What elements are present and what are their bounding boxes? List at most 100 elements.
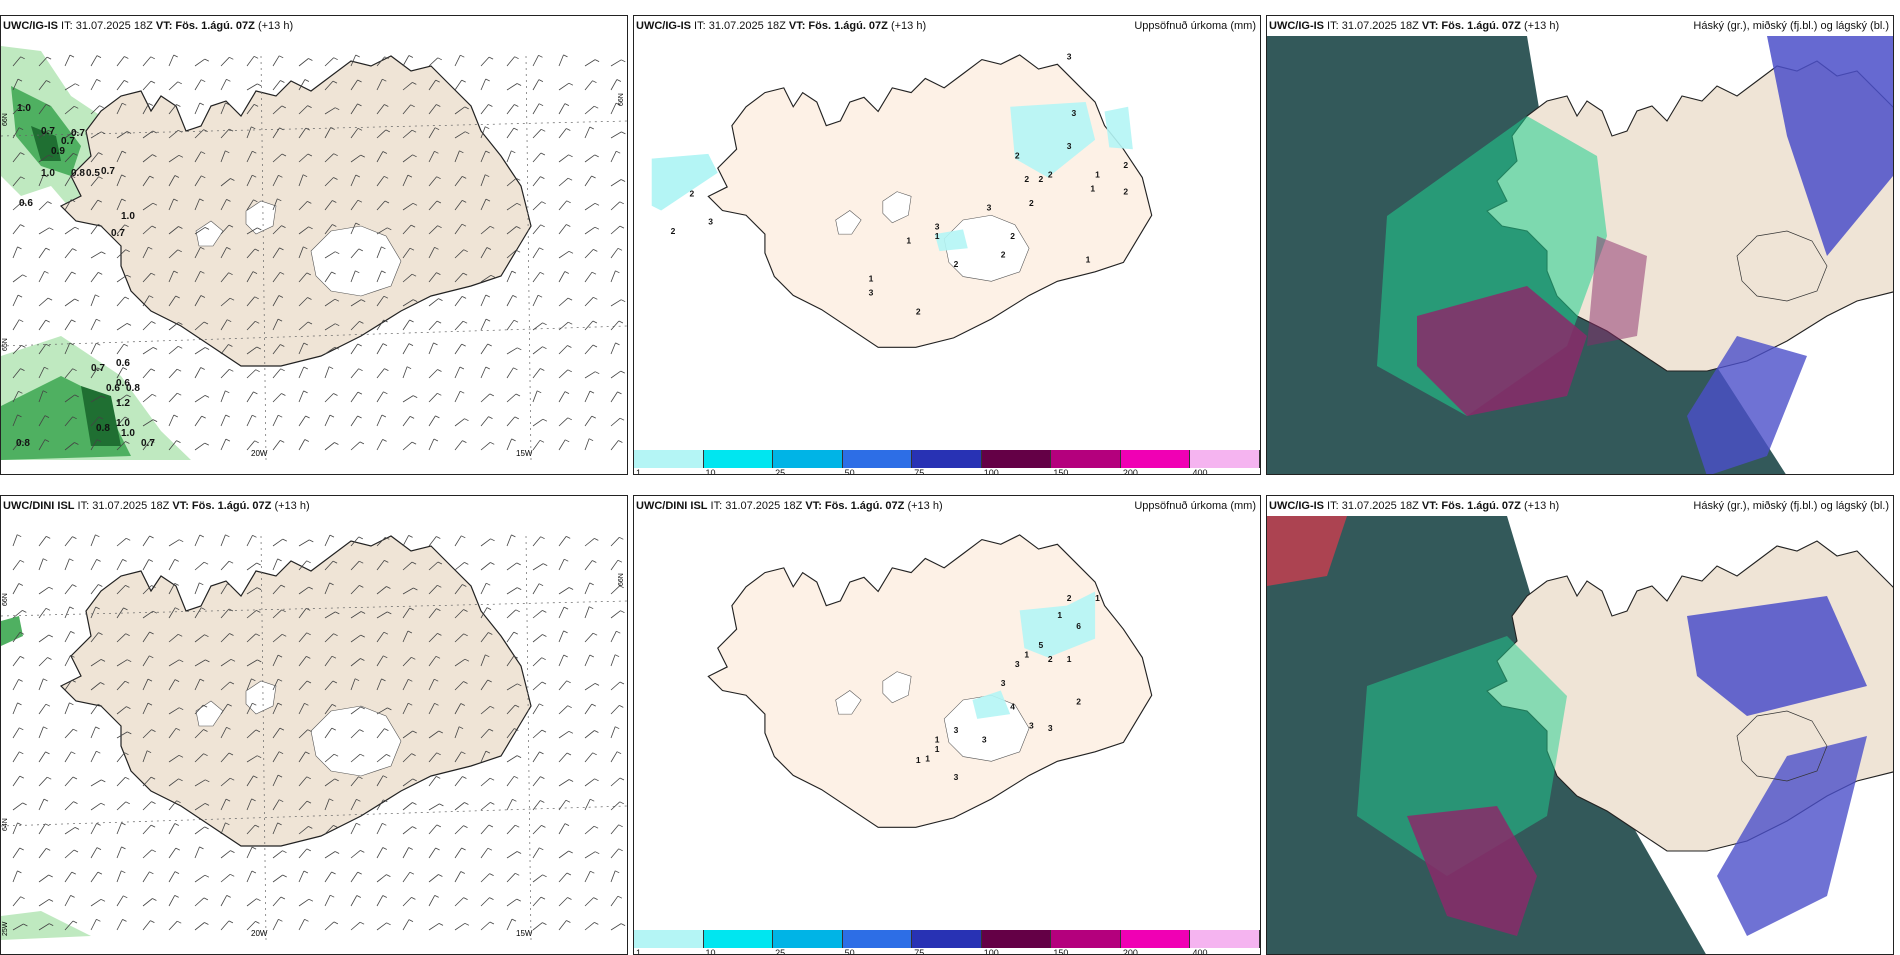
wind-barb-flag xyxy=(98,416,104,420)
wind-barb xyxy=(610,102,617,115)
wind-barb xyxy=(220,583,228,595)
wind-barb xyxy=(610,824,620,835)
wind-barb-flag xyxy=(617,559,623,563)
wind-barb-flag xyxy=(331,871,336,875)
wind-barb-flag xyxy=(408,55,414,58)
wind-barb xyxy=(90,703,99,715)
wind-barb xyxy=(532,79,540,91)
wind-barb-flag xyxy=(516,851,522,854)
wind-barb xyxy=(350,54,357,67)
wind-barb-flag xyxy=(436,608,441,611)
wind-barb-flag xyxy=(511,270,517,274)
wind-barb-flag xyxy=(71,751,76,755)
wind-barb xyxy=(168,728,177,739)
wind-barb xyxy=(90,367,98,379)
wind-barb-flag xyxy=(381,414,387,418)
wind-barb xyxy=(454,106,465,115)
wind-barb xyxy=(90,152,99,163)
wind-label: 0.6 xyxy=(106,383,120,394)
wind-barb-flag xyxy=(203,729,208,732)
wind-barb-flag xyxy=(463,609,468,612)
lon-label: 15W xyxy=(516,929,533,938)
wind-barb-flag xyxy=(359,585,364,588)
wind-barb xyxy=(194,897,205,907)
wind-label: 0.9 xyxy=(51,146,65,157)
wind-barb xyxy=(584,922,595,931)
wind-barb xyxy=(480,750,487,763)
precip-label: 2 xyxy=(1048,170,1053,180)
wind-barb xyxy=(142,321,152,331)
wind-barb xyxy=(298,848,308,859)
wind-barb-flag xyxy=(150,272,156,276)
wind-barb xyxy=(480,728,490,739)
wind-barb-flag xyxy=(279,55,284,59)
wind-barb xyxy=(324,871,332,883)
wind-barb-flag xyxy=(516,755,522,758)
wind-barb-flag xyxy=(383,175,389,179)
wind-barb xyxy=(298,58,309,67)
precip-label: 3 xyxy=(954,725,959,735)
wind-barb-flag xyxy=(72,776,78,780)
wind-barb xyxy=(90,779,102,787)
wind-barb xyxy=(272,679,279,691)
wind-barb xyxy=(194,729,204,739)
wind-barb xyxy=(38,154,50,163)
wind-barb-flag xyxy=(22,610,27,613)
colorbar-tick-label: 400 xyxy=(1192,468,1208,475)
wind-barb-flag xyxy=(277,318,283,322)
wind-barb xyxy=(480,679,489,691)
wind-barb-flag xyxy=(463,897,468,900)
wind-barb xyxy=(428,200,438,211)
wind-barb-flag xyxy=(74,394,79,398)
wind-barb-flag xyxy=(148,246,153,250)
wind-barb-flag xyxy=(256,587,262,590)
wind-barb-flag xyxy=(516,898,521,902)
wind-barb-flag xyxy=(411,129,417,133)
wind-barb-flag xyxy=(74,827,80,830)
wind-barb xyxy=(584,175,592,187)
wind-barb xyxy=(480,847,489,859)
wind-barb xyxy=(272,774,279,787)
wind-barb-flag xyxy=(386,754,391,757)
wind-barb xyxy=(194,58,206,67)
wind-barb-flag xyxy=(225,798,231,802)
wind-barb-flag xyxy=(19,727,24,731)
wind-barb xyxy=(298,390,304,403)
wind-barb xyxy=(38,751,46,763)
wind-barb-flag xyxy=(357,199,363,203)
wind-barb xyxy=(428,703,435,715)
wind-barb-flag xyxy=(359,441,365,445)
wind-barb xyxy=(428,57,439,67)
wind-barb-flag xyxy=(125,801,130,805)
wind-barb xyxy=(12,345,22,355)
wind-barb-flag xyxy=(458,726,464,730)
wind-barb-flag xyxy=(174,583,179,586)
cloud-map xyxy=(1267,36,1893,474)
wind-barb xyxy=(402,847,410,859)
wind-barb xyxy=(168,871,176,883)
wind-barb xyxy=(64,536,73,547)
wind-barb-flag xyxy=(463,825,468,828)
precip-label: 1 xyxy=(935,734,940,744)
wind-barb-flag xyxy=(465,131,470,135)
wind-barb xyxy=(610,342,616,355)
wind-barb xyxy=(584,778,595,787)
wind-barb xyxy=(324,298,336,307)
wind-barb-flag xyxy=(360,706,365,710)
wind-barb-flag xyxy=(357,127,363,131)
wind-barb xyxy=(272,538,284,547)
wind-barb-flag xyxy=(199,534,204,538)
wind-barb-flag xyxy=(98,584,103,587)
wind-barb xyxy=(376,631,385,643)
wind-barb-flag xyxy=(230,178,235,181)
wind-barb-flag xyxy=(359,560,364,564)
colorbar-segment xyxy=(634,930,704,948)
wind-barb-flag xyxy=(200,367,205,370)
wind-barb xyxy=(454,200,463,211)
wind-barb xyxy=(142,247,149,259)
wind-barb-flag xyxy=(255,729,261,733)
wind-barb-flag xyxy=(278,918,283,922)
wind-barb xyxy=(142,824,152,835)
wind-barb-flag xyxy=(382,775,388,779)
wind-barb xyxy=(246,562,257,571)
